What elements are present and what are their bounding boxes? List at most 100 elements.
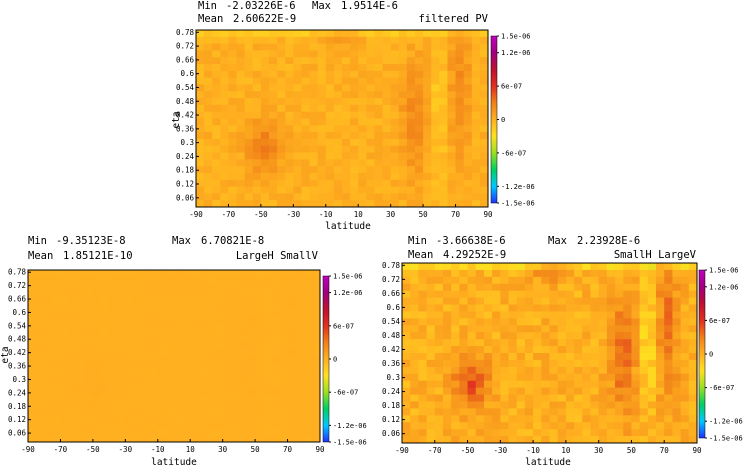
heatmap-cell [198, 289, 207, 297]
heatmap-cell [117, 296, 126, 304]
heatmap-cell [492, 339, 501, 347]
heatmap-cell [483, 373, 493, 382]
heatmap-cell [76, 389, 86, 397]
heatmap-cell [293, 50, 302, 58]
heatmap-cell [204, 43, 213, 51]
heatmap-cell [664, 283, 673, 292]
heatmap-cell [269, 172, 278, 181]
heatmap-cell [366, 125, 375, 133]
heatmap-cell [434, 401, 444, 409]
panel-smallh-largev: Min -3.66638E-6 Max 2.23928E-6 Mean 4.29… [382, 235, 743, 467]
heatmap-cell [639, 366, 649, 375]
heatmap-cell [317, 152, 327, 160]
heatmap-cell [434, 429, 444, 437]
heatmap-cell [631, 353, 641, 361]
heatmap-cell [402, 283, 411, 292]
heatmap-cell [475, 394, 485, 402]
heatmap-cell [374, 43, 383, 51]
heatmap-cell [455, 84, 465, 92]
heatmap-cell [598, 304, 608, 312]
x-tick-label: 90 [692, 446, 702, 455]
heatmap-cell [247, 296, 256, 304]
heatmap-cell [479, 43, 489, 51]
heatmap-cell [220, 172, 229, 181]
heatmap-cell [109, 375, 118, 383]
heatmap-cell [524, 311, 534, 319]
heatmap-cell [238, 356, 248, 364]
heatmap-cell [252, 125, 262, 133]
heatmap-cell [311, 369, 321, 377]
heatmap-cell [688, 276, 698, 285]
heatmap-cell [230, 428, 240, 436]
heatmap-cell [406, 98, 416, 106]
heatmap-cell [92, 375, 102, 383]
heatmap-cell [541, 408, 550, 416]
colorbar-scale [698, 269, 706, 439]
heatmap-cell [303, 322, 313, 330]
heatmap-cell [406, 77, 416, 85]
heatmap-cell [311, 375, 321, 383]
heatmap-cell [214, 270, 224, 278]
heatmap-cell [206, 382, 215, 390]
heatmap-cell [68, 362, 78, 370]
heatmap-cell [390, 43, 400, 51]
heatmap-cell [228, 200, 237, 208]
heatmap-cell [374, 145, 383, 153]
heatmap-cell [656, 408, 665, 416]
heatmap-cell [664, 269, 673, 278]
heatmap-cell [423, 57, 432, 65]
heatmap-cell [190, 289, 199, 297]
heatmap-cell [236, 77, 246, 85]
heatmap-cell [533, 415, 542, 423]
heatmap-cell [500, 436, 509, 444]
heatmap-cell [582, 339, 591, 347]
heatmap-cell [664, 422, 673, 430]
heatmap-cell [479, 179, 489, 187]
heatmap-cell [492, 373, 501, 382]
heatmap-cell [598, 408, 608, 416]
heatmap-cell [533, 332, 542, 340]
heatmap-cell [402, 269, 411, 278]
heatmap-cell [133, 415, 142, 423]
heatmap-cell [271, 435, 280, 443]
heatmap-cell [492, 283, 501, 292]
heatmap-cell [165, 296, 175, 304]
heatmap-cell [439, 152, 448, 160]
heatmap-cell [157, 428, 167, 436]
axes: -90 -70 -50 -30 -10 10 30 50 70 900.060.120.180.2… [382, 261, 702, 455]
heatmap-cell [590, 394, 600, 402]
heatmap-cell [230, 296, 240, 304]
heatmap-cell [483, 290, 493, 299]
heatmap-cell [549, 353, 559, 361]
heatmap-cell [301, 50, 310, 58]
heatmap-cell [196, 118, 205, 126]
heatmap-cell [277, 50, 286, 58]
heatmap-cell [500, 401, 509, 409]
heatmap-cell [455, 64, 465, 72]
heatmap-cell [479, 98, 489, 106]
heatmap-cell [557, 311, 567, 319]
heatmap-cell [688, 269, 698, 278]
heatmap-cell [479, 50, 489, 58]
heatmap-cell [483, 422, 493, 430]
heatmap-cell [68, 329, 78, 337]
plot-title: LargeH SmallV [236, 250, 319, 262]
heatmap-cell [549, 290, 559, 299]
heatmap-cell [44, 349, 53, 357]
heatmap-cell [463, 98, 473, 106]
heatmap-cell [516, 359, 526, 368]
plot-title: filtered PV [418, 13, 488, 25]
heatmap-cell [295, 362, 305, 370]
heatmap-cell [287, 342, 297, 350]
heatmap-cell [44, 270, 53, 278]
heatmap-cell [293, 125, 302, 133]
heatmap-cell [238, 375, 248, 383]
heatmap-cell [204, 111, 213, 119]
heatmap-cell [656, 429, 665, 437]
heatmap-cell [68, 316, 78, 324]
heatmap-cell [418, 387, 427, 395]
heatmap-cell [516, 311, 526, 319]
heatmap-cell [402, 429, 411, 437]
heatmap-cell [76, 270, 86, 278]
heatmap-cell [350, 172, 359, 181]
